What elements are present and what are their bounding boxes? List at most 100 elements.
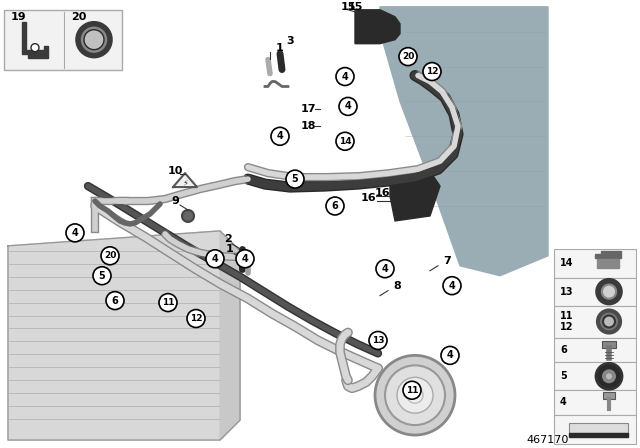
Text: 12: 12 [426, 67, 438, 76]
Text: 3: 3 [286, 36, 294, 46]
Circle shape [93, 267, 111, 284]
Bar [554, 249, 636, 278]
Text: 13: 13 [560, 287, 573, 297]
Text: 4: 4 [212, 254, 218, 264]
Text: 13: 13 [372, 336, 384, 345]
Text: 4: 4 [72, 228, 78, 238]
Bar [554, 415, 636, 444]
Circle shape [78, 24, 110, 56]
Text: 18: 18 [300, 121, 316, 131]
Circle shape [326, 197, 344, 215]
Text: 2: 2 [224, 234, 232, 244]
Text: 4: 4 [449, 280, 456, 291]
Text: ⚡: ⚡ [182, 179, 188, 188]
Text: 4: 4 [342, 72, 348, 82]
Circle shape [598, 281, 620, 302]
Circle shape [376, 260, 394, 278]
Bar [4, 10, 122, 69]
Polygon shape [220, 231, 240, 440]
Circle shape [106, 292, 124, 310]
Text: 12: 12 [189, 314, 202, 323]
Circle shape [397, 377, 433, 413]
Circle shape [443, 277, 461, 295]
Circle shape [606, 373, 612, 379]
Polygon shape [380, 7, 548, 276]
Circle shape [271, 127, 289, 145]
Circle shape [236, 250, 254, 268]
Circle shape [339, 98, 357, 116]
Text: 20: 20 [71, 12, 86, 22]
Bar [554, 362, 636, 390]
Text: 17: 17 [300, 104, 316, 114]
Text: 11: 11 [162, 298, 174, 307]
Circle shape [187, 310, 205, 327]
Text: 4: 4 [381, 264, 388, 274]
Text: 6: 6 [560, 345, 567, 355]
Text: 6: 6 [111, 296, 118, 306]
Bar [554, 306, 636, 338]
Text: 4: 4 [344, 101, 351, 112]
Circle shape [598, 310, 620, 332]
Circle shape [423, 63, 441, 81]
Text: 5: 5 [292, 174, 298, 184]
Circle shape [407, 387, 423, 403]
Bar [554, 338, 636, 362]
Text: 5: 5 [99, 271, 106, 281]
Polygon shape [595, 251, 621, 258]
Bar [554, 278, 636, 306]
Text: 4: 4 [447, 350, 453, 360]
Text: 15: 15 [348, 2, 364, 12]
Circle shape [31, 43, 39, 52]
Circle shape [66, 224, 84, 242]
Text: 20: 20 [104, 251, 116, 260]
Text: 9: 9 [171, 196, 179, 206]
Circle shape [399, 47, 417, 65]
Text: 15: 15 [340, 2, 356, 12]
Circle shape [375, 355, 455, 435]
Text: 1: 1 [226, 244, 234, 254]
Circle shape [182, 210, 194, 222]
Text: 6: 6 [332, 201, 339, 211]
Text: 14: 14 [339, 137, 351, 146]
Circle shape [336, 132, 354, 150]
Text: 20: 20 [402, 52, 414, 61]
Text: 467170: 467170 [527, 435, 569, 445]
Circle shape [369, 332, 387, 349]
Circle shape [602, 369, 616, 383]
Polygon shape [355, 10, 400, 43]
Bar [554, 390, 636, 415]
Text: 5: 5 [560, 371, 567, 381]
Text: 11: 11 [406, 386, 419, 395]
Text: 1: 1 [276, 43, 284, 52]
Circle shape [603, 286, 615, 297]
Text: 4: 4 [242, 254, 248, 264]
Text: 10: 10 [167, 166, 182, 176]
Text: 16: 16 [360, 193, 376, 203]
Circle shape [84, 30, 104, 50]
Polygon shape [173, 173, 197, 187]
Circle shape [603, 315, 615, 327]
Polygon shape [597, 259, 619, 268]
Polygon shape [8, 231, 240, 440]
Text: 16: 16 [375, 188, 390, 198]
Circle shape [385, 365, 445, 425]
Polygon shape [569, 433, 628, 437]
Circle shape [206, 250, 224, 268]
Bar [603, 392, 615, 399]
Circle shape [403, 381, 421, 399]
Text: 11
12: 11 12 [560, 311, 573, 332]
Circle shape [441, 346, 459, 364]
Text: 8: 8 [393, 280, 401, 291]
Circle shape [336, 68, 354, 86]
Text: 14: 14 [560, 258, 573, 268]
Circle shape [101, 247, 119, 265]
Polygon shape [22, 22, 48, 58]
Text: 7: 7 [443, 256, 451, 266]
Text: 19: 19 [11, 12, 27, 22]
Text: 4: 4 [560, 397, 567, 407]
Bar [602, 341, 616, 349]
Circle shape [159, 293, 177, 311]
Circle shape [596, 363, 622, 389]
Circle shape [286, 170, 304, 188]
Polygon shape [390, 171, 440, 221]
